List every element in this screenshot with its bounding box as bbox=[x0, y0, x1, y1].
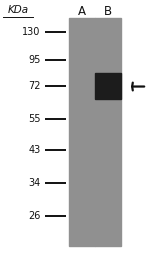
Bar bbox=[94, 73, 121, 99]
Text: 72: 72 bbox=[28, 81, 40, 91]
Text: 55: 55 bbox=[28, 114, 40, 124]
Bar bbox=[69, 18, 95, 246]
Text: A: A bbox=[78, 5, 86, 18]
Text: 95: 95 bbox=[28, 55, 40, 65]
Text: B: B bbox=[104, 5, 112, 18]
Bar bbox=[94, 18, 121, 246]
Text: 34: 34 bbox=[28, 178, 40, 188]
Text: 43: 43 bbox=[28, 145, 40, 155]
Text: KDa: KDa bbox=[8, 5, 29, 15]
Text: 130: 130 bbox=[22, 27, 40, 37]
Text: 26: 26 bbox=[28, 211, 40, 221]
